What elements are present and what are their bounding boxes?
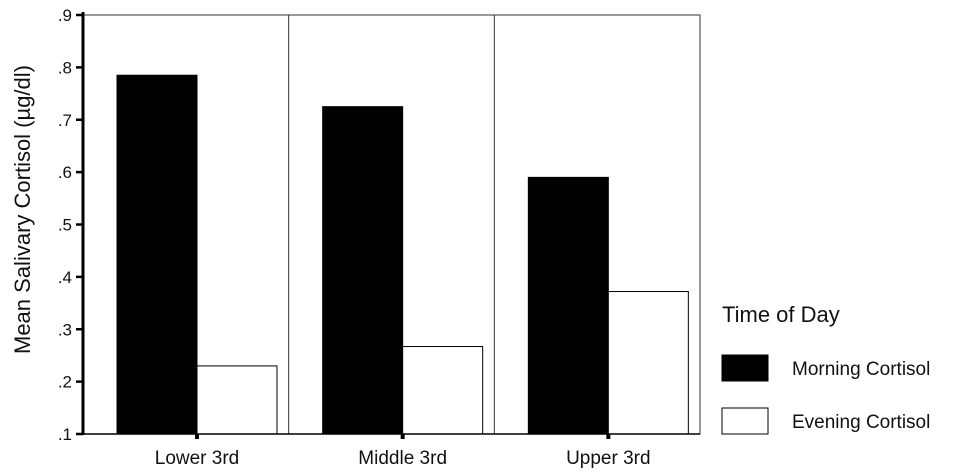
y-tick-label: .9: [58, 6, 72, 25]
bar-evening-1: [196, 365, 278, 435]
legend-label-morning: Morning Cortisol: [792, 359, 930, 380]
bar-morning-1: [116, 74, 198, 435]
category-label: Upper 3rd: [566, 448, 651, 469]
bar-morning-2: [322, 106, 404, 435]
x-tick: [606, 434, 611, 439]
legend: Time of Day Morning Cortisol Evening Cort…: [721, 302, 930, 435]
y-axis: .1 .2 .3 .4 .5 .6 .7 .8 .9: [58, 6, 700, 444]
y-axis-title: Mean Salivary Cortisol (µg/dl): [10, 65, 35, 354]
bar-morning-3: [527, 176, 609, 435]
x-axis-categories: Lower 3rd Middle 3rd Upper 3rd: [155, 434, 651, 469]
bar-evening-2: [402, 346, 484, 435]
legend-title: Time of Day: [722, 302, 840, 327]
y-tick-label: .1: [58, 425, 72, 444]
y-tick-label: .5: [58, 216, 72, 235]
y-tick-label: .3: [58, 320, 72, 339]
x-tick: [400, 434, 405, 439]
category-label: Lower 3rd: [155, 448, 240, 469]
y-tick-label: .7: [58, 111, 72, 130]
y-tick-label: .2: [58, 373, 72, 392]
y-tick-label: .8: [58, 58, 72, 77]
x-tick: [195, 434, 199, 439]
legend-label-evening: Evening Cortisol: [792, 412, 930, 433]
bars: [116, 74, 689, 435]
legend-swatch-evening: [721, 407, 769, 435]
y-tick-label: .6: [58, 163, 72, 182]
bar-evening-3: [607, 291, 689, 435]
legend-swatch-morning: [721, 354, 769, 382]
y-tick-label: .4: [58, 268, 72, 287]
category-label: Middle 3rd: [358, 448, 447, 469]
